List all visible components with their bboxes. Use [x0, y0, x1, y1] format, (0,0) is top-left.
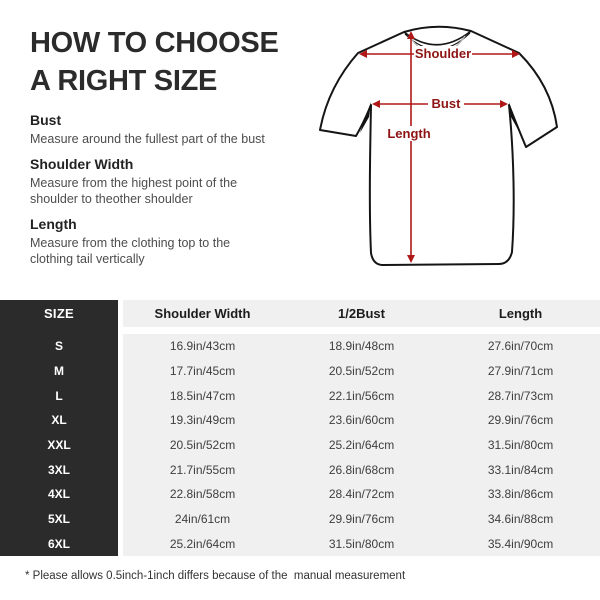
half-bust-cell: 22.1in/56cm: [282, 383, 441, 409]
half-bust-cell: 26.8in/68cm: [282, 457, 441, 483]
shoulder-width-cell: 20.5in/52cm: [123, 432, 282, 458]
instruction-shoulder-text-line-2: shoulder to theother shoulder: [30, 192, 193, 206]
size-cell: S: [54, 339, 63, 354]
table-row: 3XL 21.7in/55cm 26.8in/68cm 33.1in/84cm: [0, 457, 600, 483]
shoulder-width-cell: 22.8in/58cm: [123, 482, 282, 507]
length-label-bg: [387, 126, 432, 141]
table-body: S 16.9in/43cm 18.9in/48cm 27.6in/70cm M …: [0, 334, 600, 557]
shoulder-label: Shoulder: [415, 46, 471, 61]
size-cell: M: [54, 364, 64, 378]
size-cell: XL: [51, 413, 67, 428]
length-cell: 27.9in/71cm: [441, 358, 600, 384]
shoulder-width-cell: 17.7in/45cm: [123, 358, 282, 384]
length-label: Length: [387, 126, 430, 141]
half-bust-cell: 25.2in/64cm: [282, 432, 441, 458]
bust-arrowhead-right: [500, 100, 508, 108]
tshirt-diagram: Shoulder Bust Length: [319, 25, 558, 266]
instruction-shoulder-heading: Shoulder Width: [30, 156, 134, 172]
table-row: L 18.5in/47cm 22.1in/56cm 28.7in/73cm: [0, 383, 600, 409]
half-bust-cell: 28.4in/72cm: [282, 482, 441, 507]
page-title: HOW TO CHOOSE A RIGHT SIZE: [30, 24, 279, 100]
header-shoulder-width: Shoulder Width: [123, 300, 282, 327]
size-cell: 5XL: [47, 512, 70, 527]
instruction-bust-heading: Bust: [30, 112, 62, 128]
shoulder-width-cell: 21.7in/55cm: [123, 457, 282, 483]
instruction-shoulder-text-line-1: Measure from the highest point of the: [30, 176, 238, 190]
length-cell: 35.4in/90cm: [441, 531, 600, 557]
length-cell: 29.9in/76cm: [441, 408, 600, 433]
length-cell: 27.6in/70cm: [441, 334, 600, 359]
table-row: S 16.9in/43cm 18.9in/48cm 27.6in/70cm: [0, 334, 600, 359]
shoulder-width-cell: 19.3in/49cm: [123, 408, 282, 433]
shoulder-width-cell: 25.2in/64cm: [123, 531, 282, 557]
header-size: SIZE: [43, 306, 75, 321]
size-cell: 4XL: [47, 487, 70, 502]
header-half-bust: 1/2Bust: [282, 300, 441, 327]
size-cell: L: [55, 388, 63, 403]
table-row: 4XL 22.8in/58cm 28.4in/72cm 33.8in/86cm: [0, 482, 600, 507]
bust-label: Bust: [432, 96, 462, 111]
tshirt-outline: [319, 25, 558, 266]
shoulder-arrowhead-left: [359, 50, 367, 58]
instruction-length-text-line-2: clothing tail vertically: [30, 252, 145, 266]
table-header-row: SIZE Shoulder Width 1/2Bust Length: [0, 300, 600, 327]
length-cell: 31.5in/80cm: [441, 432, 600, 458]
bust-label-bg: [428, 96, 464, 111]
table-row: 6XL 25.2in/64cm 31.5in/80cm 35.4in/90cm: [0, 531, 600, 557]
instruction-length: Length Measure from the clothing top to …: [30, 216, 282, 267]
instruction-length-heading: Length: [30, 216, 77, 232]
left-armpit-shadow: [360, 102, 371, 133]
instruction-bust: Bust Measure around the fullest part of …: [30, 112, 282, 147]
length-cell: 33.1in/84cm: [441, 457, 600, 483]
size-column-background: [0, 300, 118, 556]
half-bust-cell: 20.5in/52cm: [282, 358, 441, 384]
measuring-instructions: Bust Measure around the fullest part of …: [30, 112, 282, 276]
instruction-length-text-line-1: Measure from the clothing top to the: [30, 236, 231, 250]
length-cell: 28.7in/73cm: [441, 383, 600, 409]
half-bust-cell: 18.9in/48cm: [282, 334, 441, 359]
page-title-line-2: A RIGHT SIZE: [30, 65, 218, 97]
size-table: SIZE Shoulder Width 1/2Bust Length S 16.…: [0, 300, 600, 557]
measurement-disclaimer: * Please allows 0.5inch-1inch differs be…: [25, 570, 406, 582]
instruction-shoulder-width: Shoulder Width Measure from the highest …: [30, 156, 282, 207]
table-row: XL 19.3in/49cm 23.6in/60cm 29.9in/76cm: [0, 408, 600, 433]
length-arrowhead-bottom: [407, 255, 415, 263]
shoulder-label-bg: [414, 46, 472, 61]
bust-arrowhead-left: [372, 100, 380, 108]
length-cell: 34.6in/88cm: [441, 506, 600, 532]
length-arrowhead-top: [407, 31, 415, 39]
half-bust-cell: 23.6in/60cm: [282, 408, 441, 433]
table-row: 5XL 24in/61cm 29.9in/76cm 34.6in/88cm: [0, 506, 600, 532]
length-cell: 33.8in/86cm: [441, 482, 600, 507]
table-row: XXL 20.5in/52cm 25.2in/64cm 31.5in/80cm: [0, 432, 600, 458]
half-bust-cell: 31.5in/80cm: [282, 531, 441, 557]
size-cell: XXL: [47, 438, 71, 453]
header-length: Length: [441, 300, 600, 327]
shoulder-arrowhead-right: [512, 50, 520, 58]
instruction-bust-text: Measure around the fullest part of the b…: [30, 132, 265, 146]
shoulder-width-cell: 24in/61cm: [123, 506, 282, 532]
shoulder-width-cell: 16.9in/43cm: [123, 334, 282, 359]
size-cell: 6XL: [47, 536, 70, 551]
table-row: M 17.7in/45cm 20.5in/52cm 27.9in/71cm: [0, 358, 600, 384]
size-cell: 3XL: [47, 462, 70, 477]
page-title-line-1: HOW TO CHOOSE: [30, 27, 279, 59]
half-bust-cell: 29.9in/76cm: [282, 506, 441, 532]
shoulder-width-cell: 18.5in/47cm: [123, 383, 282, 409]
